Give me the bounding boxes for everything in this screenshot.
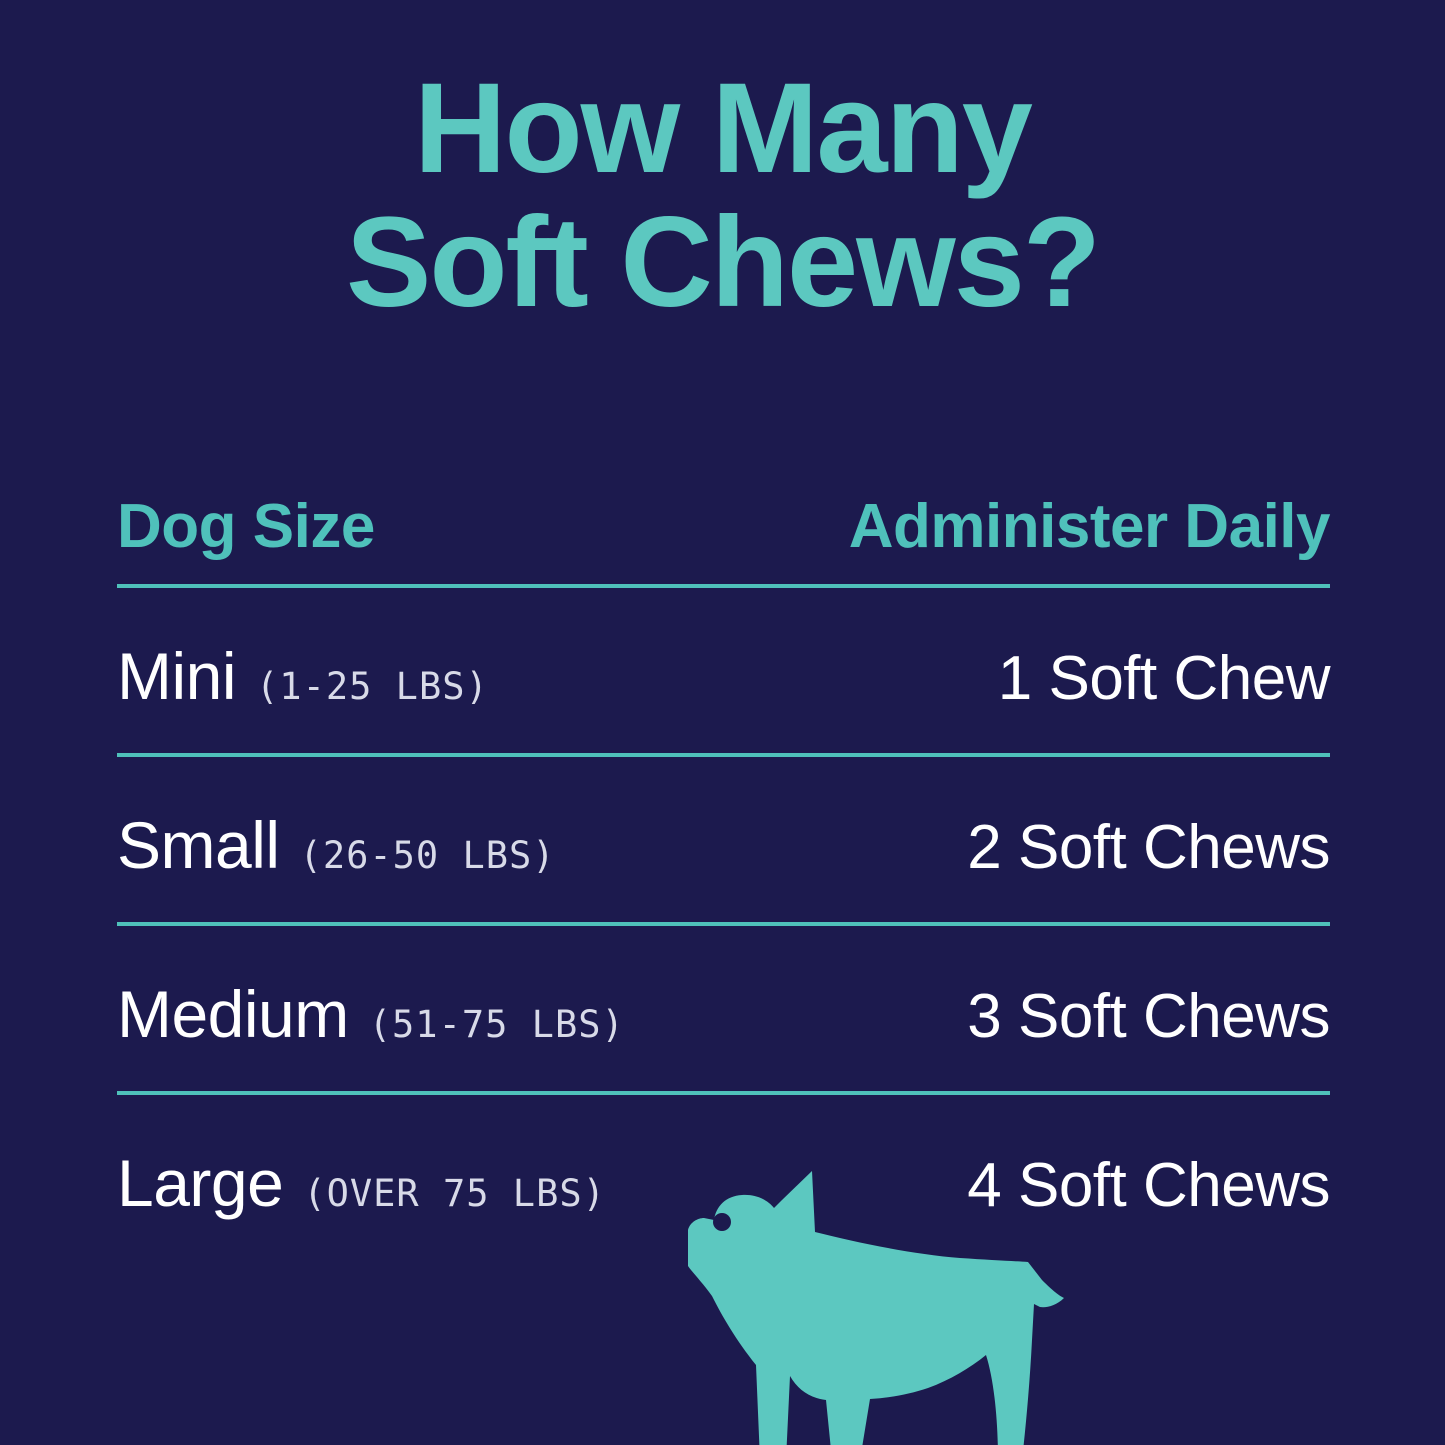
column-header-administer-daily: Administer Daily (848, 492, 1331, 561)
table-row: Mini (1-25 LBS) 1 Soft Chew (117, 588, 1331, 753)
dog-size-cell: Large (OVER 75 LBS) (117, 1095, 606, 1230)
dose-amount: 3 Soft Chews (967, 982, 1330, 1051)
table-row: Small (26-50 LBS) 2 Soft Chews (117, 757, 1330, 922)
table-divider (117, 922, 1330, 926)
dog-size-label: Large (117, 1146, 284, 1220)
dose-amount: 4 Soft Chews (967, 1151, 1330, 1220)
column-header-dog-size: Dog Size (117, 492, 375, 561)
dog-weight-range: (51-75 LBS) (368, 1003, 625, 1046)
page-title-line-2: Soft Chews? (345, 191, 1101, 334)
dosage-table: Dog Size Administer Daily Mini (1-25 LBS… (117, 492, 1331, 1260)
table-divider (117, 753, 1330, 757)
dog-size-label: Small (117, 808, 280, 882)
table-row: Medium (51-75 LBS) 3 Soft Chews (117, 926, 1330, 1091)
dog-size-label: Mini (117, 639, 237, 713)
dog-weight-range: (OVER 75 LBS) (303, 1172, 606, 1215)
dog-weight-range: (26-50 LBS) (299, 834, 556, 877)
table-header-row: Dog Size Administer Daily (117, 492, 1331, 584)
table-row: Large (OVER 75 LBS) 4 Soft Chews (117, 1095, 1330, 1260)
page-title-line-1: How Many (414, 57, 1033, 200)
dose-amount: 2 Soft Chews (967, 813, 1330, 882)
dose-amount: 1 Soft Chew (997, 644, 1331, 713)
table-divider (117, 584, 1330, 588)
page-title: How Many Soft Chews? (0, 62, 1445, 330)
dog-size-cell: Mini (1-25 LBS) (117, 588, 489, 723)
dog-size-cell: Small (26-50 LBS) (117, 757, 556, 892)
table-divider (117, 1091, 1330, 1095)
dog-weight-range: (1-25 LBS) (256, 665, 489, 708)
dog-size-label: Medium (117, 977, 349, 1051)
dog-size-cell: Medium (51-75 LBS) (117, 926, 625, 1061)
